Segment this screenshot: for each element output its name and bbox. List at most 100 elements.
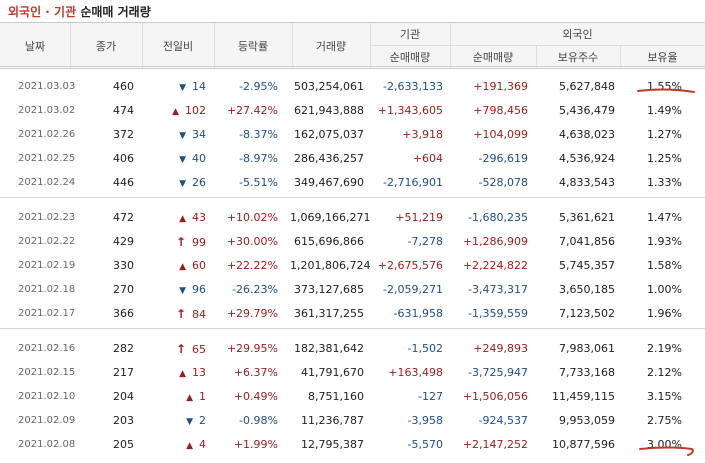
date-cell: 2021.03.02 — [18, 105, 76, 116]
header-change: 전일비 — [162, 39, 194, 53]
change-cell: ▼ 2 — [140, 409, 206, 433]
down-triangle-icon: ▼ — [179, 179, 186, 189]
foreign-net-cell: +2,224,822 — [462, 259, 528, 272]
group-separator — [0, 328, 705, 329]
foreign-hold-cell: 4,536,924 — [559, 152, 615, 165]
foreign-net-cell: -1,359,559 — [468, 307, 528, 320]
foreign-net-cell: -924,537 — [478, 414, 528, 427]
up-triangle-icon: ▲ — [179, 214, 186, 224]
rate-cell: +22.22% — [226, 259, 278, 272]
close-price-cell: 330 — [113, 259, 134, 272]
title-suffix: 순매매 거래량 — [76, 5, 151, 19]
down-triangle-icon: ▼ — [179, 131, 186, 141]
foreign-hold-cell: 10,877,596 — [552, 438, 615, 451]
close-price-cell: 472 — [113, 211, 134, 224]
header-divider — [620, 45, 621, 68]
change-cell: ↑ 99 — [140, 230, 206, 254]
date-cell: 2021.02.26 — [18, 129, 76, 140]
change-value: 14 — [192, 80, 206, 93]
change-value: 2 — [199, 414, 206, 427]
header-date: 날짜 — [24, 39, 46, 53]
up-triangle-icon: ▲ — [172, 107, 179, 117]
table-row: 2021.02.23 472 ▲ 43 +10.02% 1,069,166,271 +51,… — [0, 206, 705, 230]
change-cell: ↑ 65 — [140, 337, 206, 361]
inst-net-cell: -1,502 — [407, 342, 443, 355]
table-row: 2021.02.08 205 ▲ 4 +1.99% 12,795,387 -5,570 +2,… — [0, 433, 705, 457]
rate-cell: +27.42% — [226, 104, 278, 117]
foreign-net-cell: +1,286,909 — [462, 235, 528, 248]
volume-cell: 503,254,061 — [294, 80, 364, 93]
header-close: 종가 — [95, 39, 117, 53]
foreign-hold-cell: 5,627,848 — [559, 80, 615, 93]
group-separator — [0, 68, 705, 69]
foreign-net-cell: +191,369 — [473, 80, 528, 93]
change-cell: ▼ 26 — [140, 171, 206, 195]
up-triangle-icon: ▲ — [179, 369, 186, 379]
volume-cell: 621,943,888 — [294, 104, 364, 117]
foreign-ratio-cell: 2.75% — [647, 414, 682, 427]
inst-net-cell: +604 — [412, 152, 443, 165]
volume-cell: 1,069,166,271 — [290, 211, 371, 224]
rate-cell: +30.00% — [226, 235, 278, 248]
date-cell: 2021.02.22 — [18, 236, 76, 247]
table-row: 2021.02.25 406 ▼ 40 -8.97% 286,436,257 +604 -29… — [0, 147, 705, 171]
header-divider — [370, 45, 705, 46]
table-row: 2021.02.26 372 ▼ 34 -8.37% 162,075,037 +3,918 +… — [0, 123, 705, 147]
change-cell: ▲ 60 — [140, 254, 206, 278]
close-price-cell: 203 — [113, 414, 134, 427]
foreign-hold-cell: 4,638,023 — [559, 128, 615, 141]
foreign-net-cell: -3,725,947 — [468, 366, 528, 379]
group-separator — [0, 197, 705, 198]
change-cell: ▲ 4 — [140, 433, 206, 457]
change-value: 84 — [192, 308, 206, 321]
header-foreign-hold: 보유주수 — [557, 50, 599, 64]
date-cell: 2021.02.15 — [18, 367, 76, 378]
change-value: 4 — [199, 438, 206, 451]
volume-cell: 373,127,685 — [294, 283, 364, 296]
date-cell: 2021.03.03 — [18, 81, 76, 92]
header-volume: 거래량 — [315, 39, 347, 53]
volume-cell: 361,317,255 — [294, 307, 364, 320]
foreign-net-cell: -528,078 — [478, 176, 528, 189]
page-title: 외국인 · 기관 순매매 거래량 — [8, 3, 151, 20]
change-value: 40 — [192, 152, 206, 165]
volume-cell: 12,795,387 — [301, 438, 364, 451]
highlight-underline — [637, 88, 695, 93]
volume-cell: 615,696,866 — [294, 235, 364, 248]
header-divider — [142, 23, 143, 68]
header-rate: 등락률 — [237, 39, 269, 53]
header-foreign: 외국인 — [562, 28, 593, 41]
inst-net-cell: +3,918 — [402, 128, 443, 141]
down-triangle-icon: ▼ — [179, 83, 186, 93]
foreign-hold-cell: 7,733,168 — [559, 366, 615, 379]
up-triangle-icon: ▲ — [186, 441, 193, 451]
date-cell: 2021.02.16 — [18, 343, 76, 354]
upper-limit-arrow-icon: ↑ — [175, 235, 186, 249]
change-value: 60 — [192, 259, 206, 272]
inst-net-cell: -7,278 — [407, 235, 443, 248]
down-triangle-icon: ▼ — [179, 286, 186, 296]
volume-cell: 11,236,787 — [301, 414, 364, 427]
close-price-cell: 217 — [113, 366, 134, 379]
header-divider — [214, 23, 215, 68]
foreign-net-cell: -1,680,235 — [468, 211, 528, 224]
foreign-ratio-cell: 1.47% — [647, 211, 682, 224]
foreign-ratio-cell: 1.93% — [647, 235, 682, 248]
foreign-ratio-cell: 1.27% — [647, 128, 682, 141]
close-price-cell: 406 — [113, 152, 134, 165]
table-row: 2021.02.16 282 ↑ 65 +29.95% 182,381,642 -1,502… — [0, 337, 705, 361]
foreign-net-cell: +1,506,056 — [462, 390, 528, 403]
foreign-net-cell: -296,619 — [478, 152, 528, 165]
header-divider — [70, 23, 71, 68]
table-row: 2021.03.03 460 ▼ 14 -2.95% 503,254,061 -2,633,… — [0, 75, 705, 99]
foreign-hold-cell: 7,983,061 — [559, 342, 615, 355]
foreign-net-cell: +104,099 — [473, 128, 528, 141]
date-cell: 2021.02.23 — [18, 212, 76, 223]
foreign-hold-cell: 3,650,185 — [559, 283, 615, 296]
change-value: 43 — [192, 211, 206, 224]
foreign-ratio-cell: 1.00% — [647, 283, 682, 296]
title-institution: 기관 — [54, 5, 77, 19]
table-row: 2021.02.18 270 ▼ 96 -26.23% 373,127,685 -2,059… — [0, 278, 705, 302]
table-header: 날짜 종가 전일비 등락률 거래량 기관 외국인 순매매량 순매매량 보유주수 … — [0, 22, 705, 68]
change-cell: ▼ 40 — [140, 147, 206, 171]
